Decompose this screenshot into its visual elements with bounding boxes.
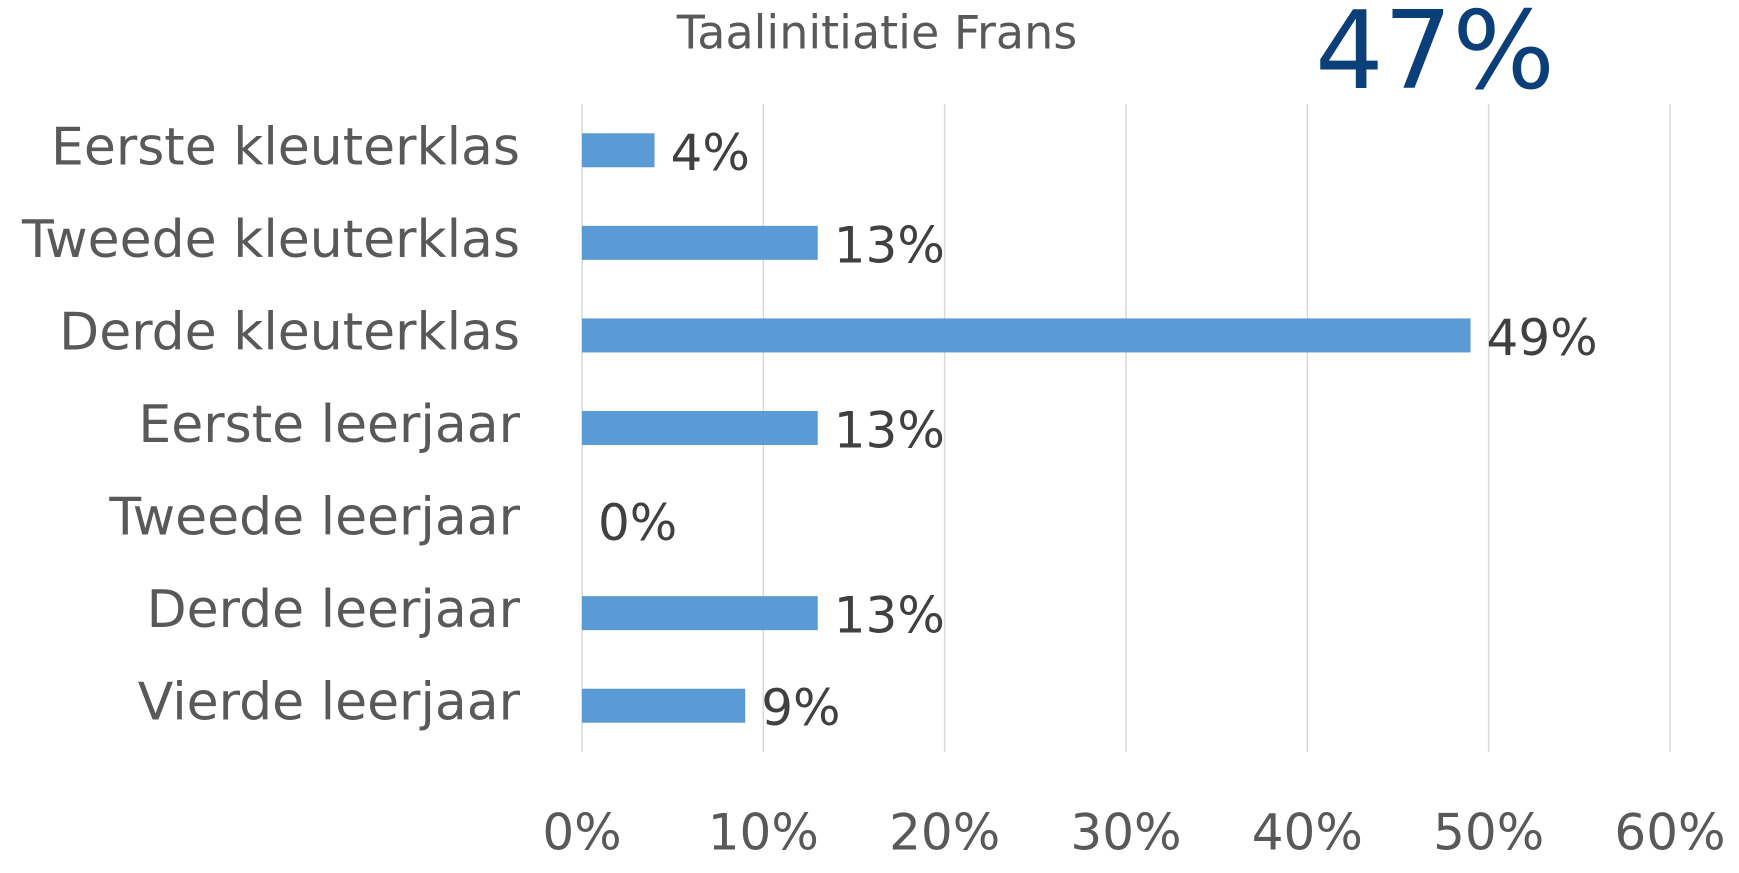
x-tick-label: 0% [542, 804, 621, 862]
y-tick-label: Eerste kleuterklas [51, 117, 520, 177]
bar [582, 688, 746, 723]
data-label: 9% [761, 679, 840, 737]
data-label: 0% [598, 494, 677, 552]
x-tick-label: 40% [1252, 804, 1363, 862]
bar [582, 411, 818, 445]
x-tick-label: 20% [889, 804, 1000, 862]
x-tick-label: 30% [1070, 804, 1181, 862]
data-label: 4% [671, 124, 750, 182]
y-tick-label: Eerste leerjaar [138, 395, 520, 455]
y-tick-label: Vierde leerjaar [138, 673, 521, 733]
x-tick-label: 50% [1433, 804, 1544, 862]
data-label: 49% [1487, 309, 1598, 367]
bar [582, 133, 655, 168]
chart-title: Taalinitiatie Frans [676, 6, 1077, 60]
y-tick-label: Tweede kleuterklas [21, 210, 520, 270]
bar [582, 318, 1471, 353]
y-tick-label: Tweede leerjaar [108, 488, 520, 548]
bar [582, 225, 818, 260]
bar [582, 596, 818, 631]
x-tick-label: 10% [708, 804, 819, 862]
data-label: 13% [834, 402, 945, 460]
data-label: 13% [834, 216, 945, 274]
annotation: 47% [1315, 0, 1555, 114]
y-tick-label: Derde kleuterklas [59, 302, 520, 362]
y-tick-label: Derde leerjaar [147, 580, 521, 640]
data-label: 13% [834, 587, 945, 645]
x-tick-label: 60% [1614, 804, 1725, 862]
